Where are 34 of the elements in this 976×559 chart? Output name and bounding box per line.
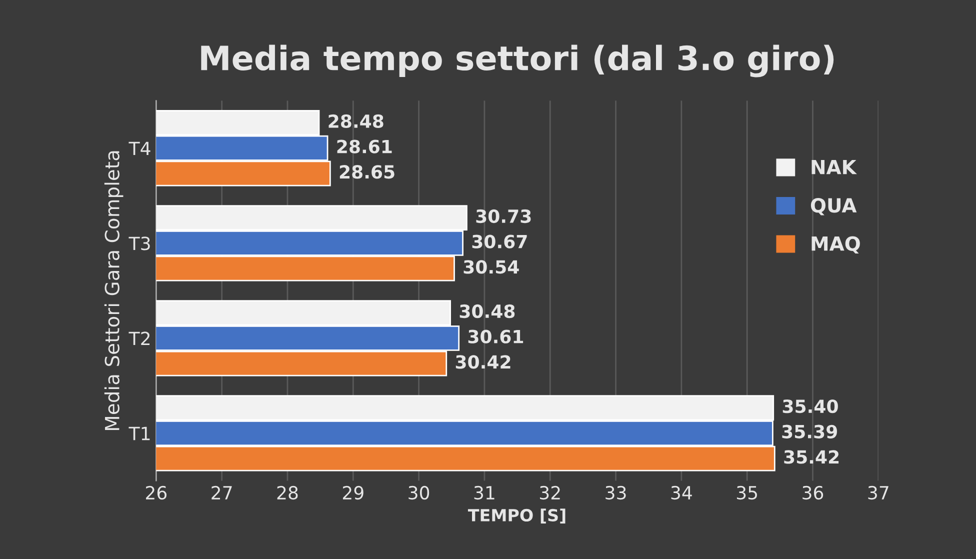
x-tick-label: 29 [342, 486, 364, 500]
y-tick-label: T4 [128, 142, 150, 155]
x-tick-label: 28 [277, 486, 298, 500]
data-label: 28.65 [340, 165, 394, 179]
data-label: 30.61 [468, 330, 524, 344]
data-label: 28.61 [337, 140, 392, 154]
x-tick-label: 30 [408, 486, 430, 500]
data-label: 30.48 [460, 304, 515, 318]
x-tick-label: 27 [212, 486, 232, 500]
x-tick-label: 26 [146, 486, 167, 500]
legend-label: MAQ [812, 236, 860, 254]
x-tick-label: 33 [606, 486, 626, 500]
x-axis-title: TEMPO [S] [468, 508, 566, 524]
data-label: 30.67 [472, 234, 527, 248]
legend-label: NAK [812, 160, 857, 174]
data-label: 28.48 [328, 114, 384, 128]
data-label: 30.42 [456, 355, 510, 369]
data-label: 35.39 [782, 424, 837, 438]
data-label: 30.73 [476, 209, 531, 224]
data-label: 35.42 [784, 450, 839, 464]
x-tick-label: 34 [671, 486, 692, 500]
y-tick-label: T2 [128, 332, 150, 346]
y-axis-title: Media Settori Gara Completa [104, 151, 124, 430]
legend-label: QUA [810, 198, 857, 216]
data-label: 35.40 [782, 399, 838, 414]
x-tick-label: 37 [868, 486, 888, 500]
x-tick-label: 35 [736, 486, 757, 500]
x-tick-label: 32 [540, 486, 560, 500]
x-tick-label: 36 [802, 486, 824, 500]
y-tick-label: T1 [128, 426, 150, 440]
y-tick-label: T3 [128, 236, 150, 250]
chart-title: Media tempo settori (dal 3.o giro) [201, 44, 834, 78]
data-label: 30.54 [464, 260, 519, 274]
x-tick-label: 31 [474, 486, 494, 500]
